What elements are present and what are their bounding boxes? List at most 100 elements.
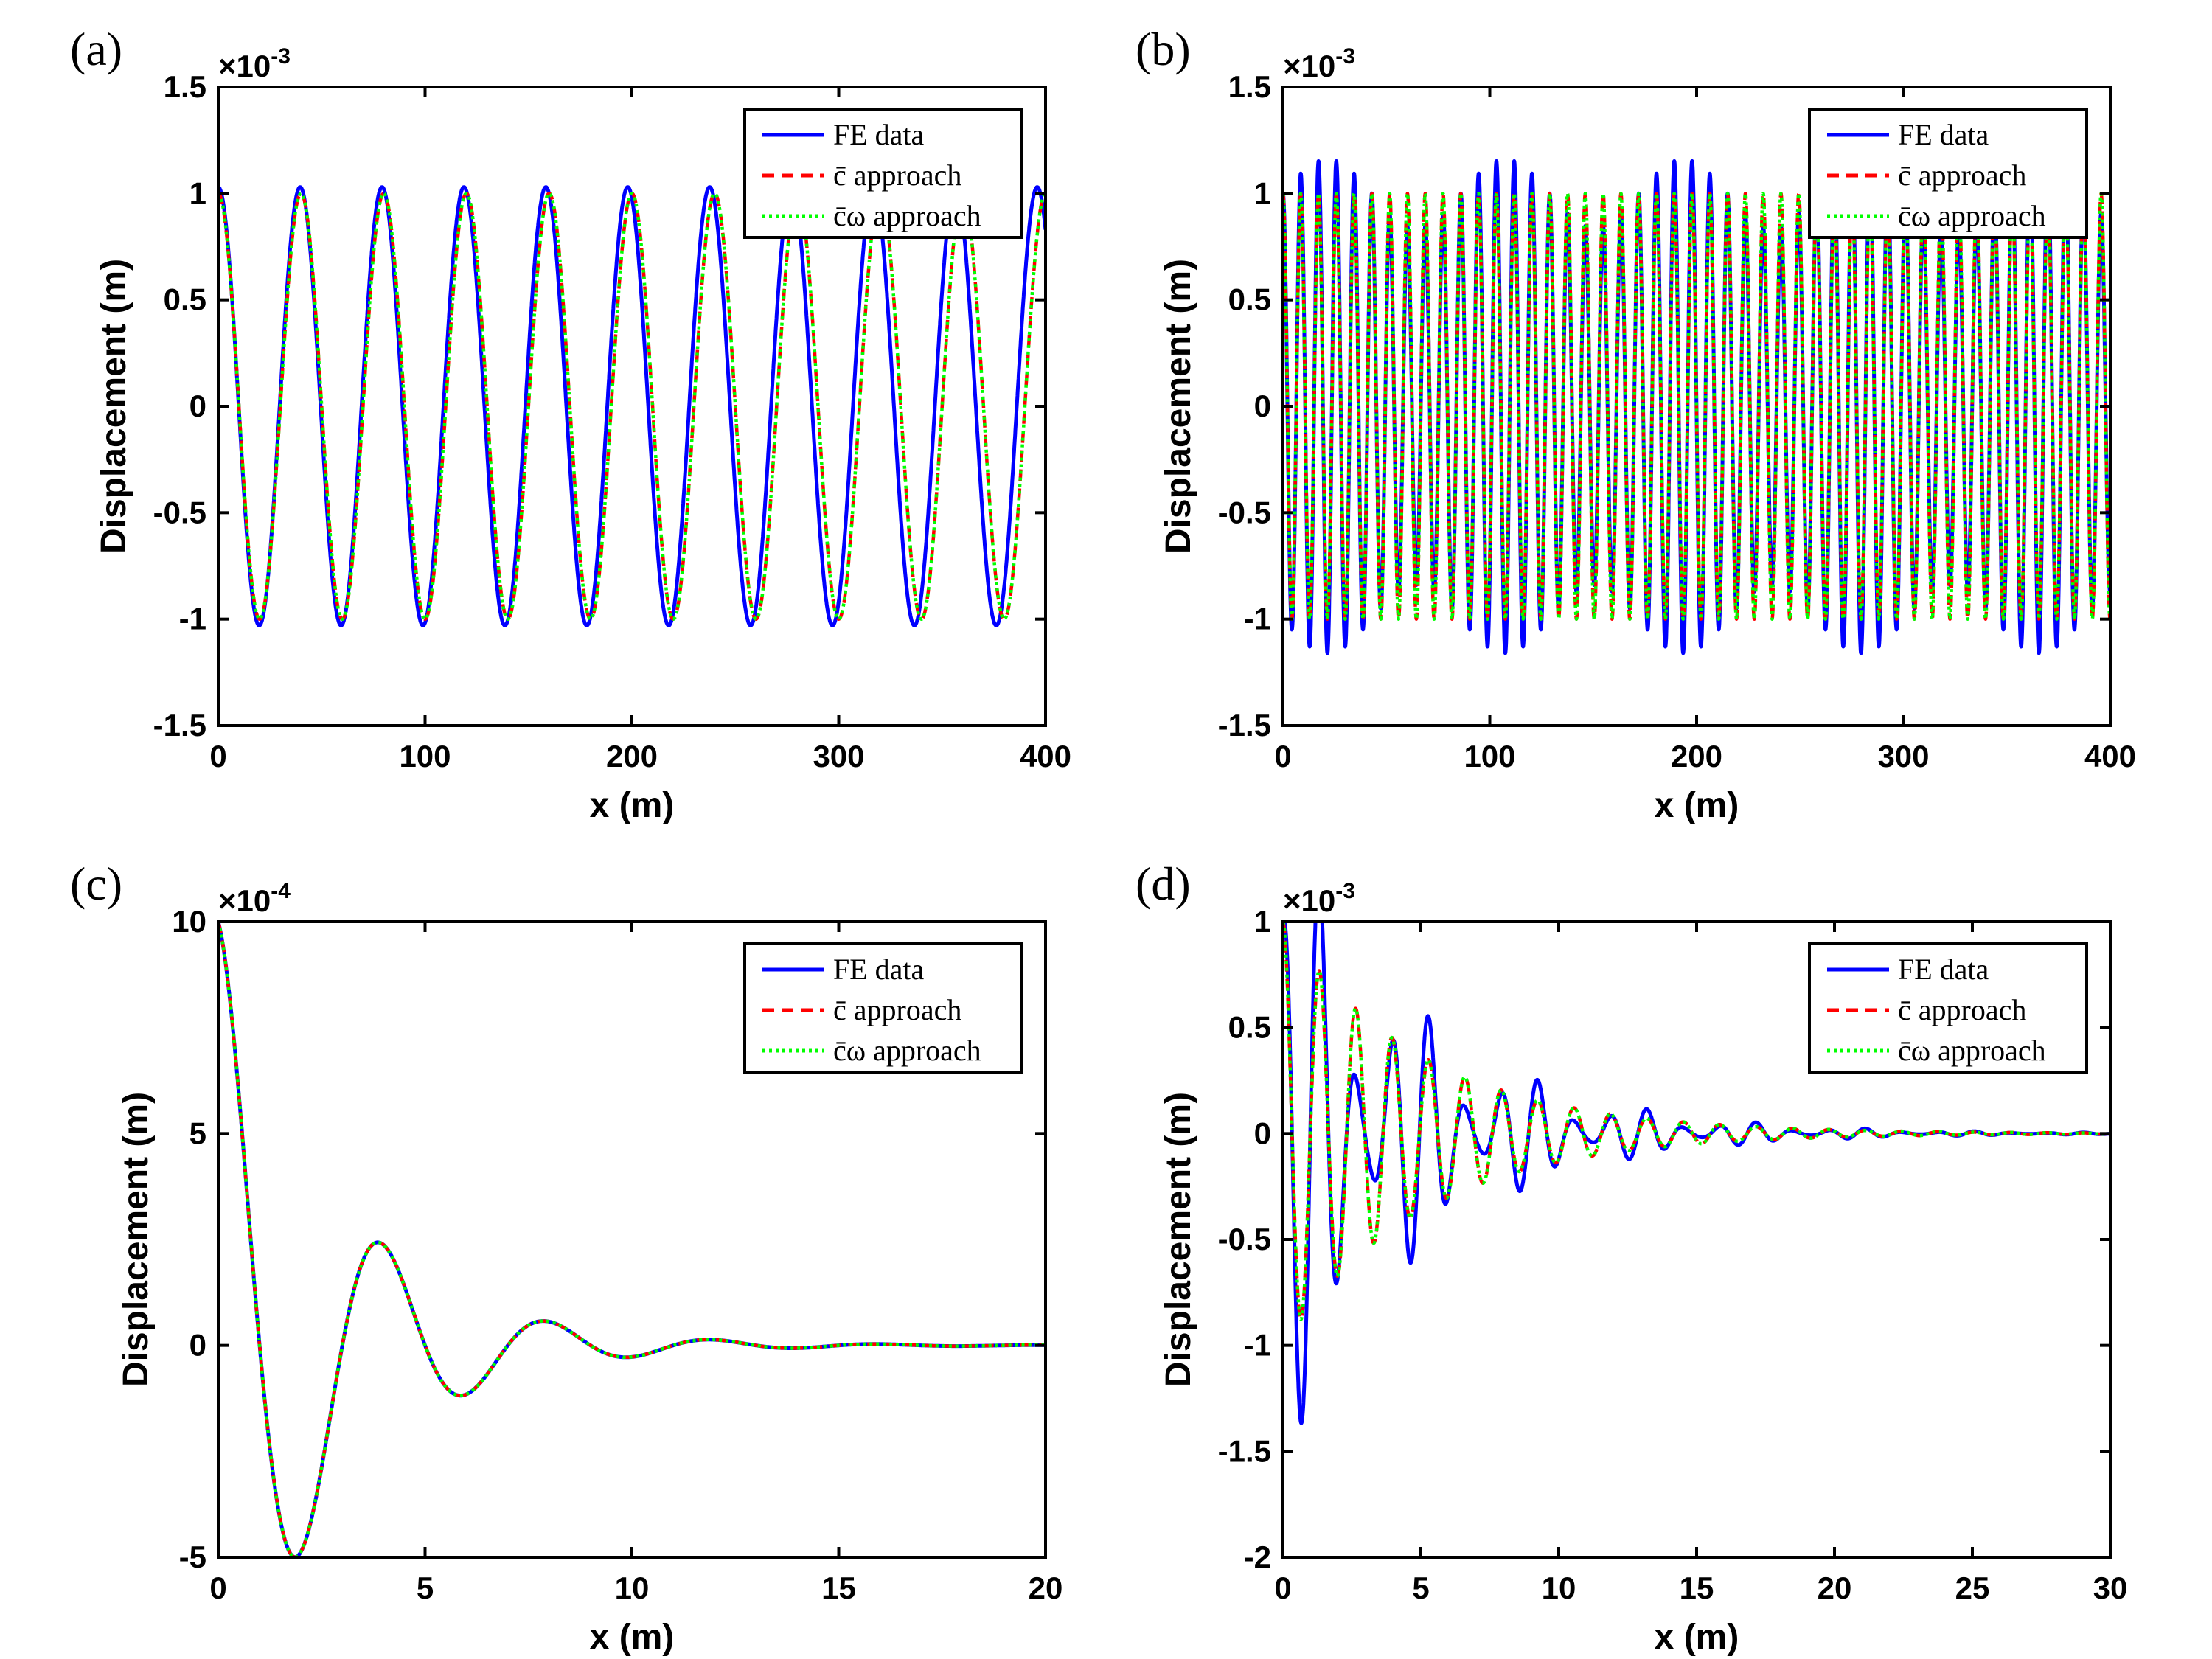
exponent-label: ×10-3 — [1283, 879, 1355, 918]
y-tick-label: 10 — [172, 904, 206, 939]
y-tick-label: 0.5 — [1228, 1010, 1271, 1045]
panel-label: (d) — [1135, 858, 1191, 910]
x-tick-label: 400 — [1020, 739, 1071, 773]
y-tick-label: 0 — [189, 389, 206, 423]
x-tick-label: 300 — [1877, 739, 1929, 773]
x-tick-label: 20 — [1818, 1571, 1852, 1605]
y-tick-label: 0.5 — [1228, 282, 1271, 317]
x-tick-label: 100 — [399, 739, 451, 773]
x-tick-label: 0 — [209, 739, 226, 773]
panel-label: (b) — [1135, 23, 1191, 75]
x-tick-label: 15 — [821, 1571, 856, 1605]
legend-label-fe: FE data — [1898, 953, 1989, 986]
panel-a: (a) ×10-3 0 100 200 300 400 -1.5 -1 -0.5 0 0.5 1 1.… — [70, 23, 1071, 825]
legend-label-fe: FE data — [833, 118, 925, 151]
series-line-fe — [218, 185, 1046, 627]
panel-label: (c) — [70, 858, 122, 910]
y-tick-label: -1.5 — [153, 708, 206, 742]
exponent-label: ×10-3 — [218, 44, 291, 83]
y-tick-label: -2 — [1244, 1540, 1271, 1574]
legend: FE data c̄ approach c̄ω approach — [743, 942, 1023, 1074]
y-tick-label: -1.5 — [1218, 708, 1271, 742]
axes-frame — [1281, 920, 2112, 1559]
x-tick-label: 0 — [209, 1571, 226, 1605]
x-tick-label: 400 — [2084, 739, 2136, 773]
y-tick-label: 0 — [1254, 1116, 1271, 1150]
legend-label-cbar: c̄ approach — [1898, 993, 2026, 1026]
x-tick-label: 200 — [606, 739, 658, 773]
x-tick-label: 15 — [1680, 1571, 1714, 1605]
y-axis-label: Displacement (m) — [1159, 259, 1198, 554]
x-tick-label: 300 — [813, 739, 864, 773]
x-tick-label: 30 — [2093, 1571, 2128, 1605]
ticks-layer: 0 100 200 300 400 -1.5 -1 -0.5 0 0.5 1 1.5 — [1218, 69, 2136, 773]
x-tick-label: 25 — [1955, 1571, 1990, 1605]
panel-b: (b) ×10-3 0 100 200 300 400 -1.5 -1 -0.5 0 0.5 1 1.… — [1135, 23, 2136, 825]
legend-label-cbar: c̄ approach — [833, 159, 961, 192]
y-axis-label: Displacement (m) — [94, 259, 133, 554]
legend-label-cbar: c̄ approach — [1898, 159, 2026, 192]
y-tick-label: 0 — [189, 1328, 206, 1363]
y-tick-label: 1 — [1254, 904, 1271, 939]
panel-d: (d) ×10-3 0 5 10 15 20 25 30-2-1.5-1-0.500.51 … — [1135, 858, 2127, 1657]
y-tick-label: 0.5 — [164, 282, 206, 317]
x-tick-label: 5 — [1412, 1571, 1429, 1605]
legend: FE data c̄ approach c̄ω approach — [1808, 108, 2088, 239]
y-tick-label: 1 — [1254, 175, 1271, 210]
y-tick-label: 1 — [189, 175, 206, 210]
y-tick-label: -1 — [1244, 602, 1271, 636]
y-axis-label: Displacement (m) — [1159, 1092, 1198, 1387]
ticks-layer: 0 100 200 300 400 -1.5 -1 -0.5 0 0.5 1 1.5 — [153, 69, 1071, 773]
x-tick-label: 200 — [1671, 739, 1722, 773]
y-tick-label: 5 — [189, 1116, 206, 1150]
axes-frame — [217, 86, 1047, 727]
x-axis-label: x (m) — [590, 1618, 675, 1657]
y-tick-label: -1 — [179, 602, 206, 636]
legend: FE data c̄ approach c̄ω approach — [743, 108, 1023, 239]
x-tick-label: 0 — [1274, 739, 1291, 773]
legend-label-comega: c̄ω approach — [833, 199, 981, 232]
y-tick-label: -0.5 — [1218, 495, 1271, 529]
series-layer — [218, 185, 1046, 627]
y-tick-label: -1 — [1244, 1328, 1271, 1363]
legend-label-comega: c̄ω approach — [833, 1034, 981, 1067]
exponent-label: ×10-3 — [1283, 44, 1355, 83]
x-axis-label: x (m) — [1655, 1618, 1739, 1657]
legend-label-comega: c̄ω approach — [1898, 1034, 2046, 1067]
series-layer — [1283, 159, 2110, 655]
legend-box — [1808, 942, 2088, 1074]
legend-label-fe: FE data — [833, 953, 925, 986]
series-line-comega — [1283, 192, 2110, 621]
legend-label-comega: c̄ω approach — [1898, 199, 2046, 232]
legend: FE data c̄ approach c̄ω approach — [1808, 942, 2088, 1074]
exponent-label: ×10-4 — [218, 879, 291, 918]
series-layer — [1283, 922, 2110, 1425]
y-tick-label: 0 — [1254, 389, 1271, 423]
series-line-cbar — [218, 192, 1046, 621]
x-tick-label: 5 — [417, 1571, 434, 1605]
y-tick-label: -1.5 — [1218, 1433, 1271, 1468]
y-tick-label: 1.5 — [1228, 69, 1271, 104]
y-tick-label: 1.5 — [164, 69, 206, 104]
y-tick-label: -0.5 — [153, 495, 206, 529]
x-axis-label: x (m) — [1655, 786, 1739, 825]
y-axis-label: Displacement (m) — [116, 1092, 156, 1387]
y-tick-label: -0.5 — [1218, 1222, 1271, 1256]
x-tick-label: 100 — [1464, 739, 1515, 773]
panel-label: (a) — [70, 23, 122, 75]
axes-frame — [1281, 86, 2112, 727]
series-line-comega — [218, 192, 1046, 621]
y-tick-label: -5 — [179, 1540, 206, 1574]
legend-label-cbar: c̄ approach — [833, 993, 961, 1026]
series-line-comega — [1283, 922, 2110, 1321]
legend-label-fe: FE data — [1898, 118, 1989, 151]
x-tick-label: 20 — [1029, 1571, 1063, 1605]
axes-frame — [217, 920, 1047, 1559]
ticks-layer: 0 5 10 15 20 25 30 -2 -1.5 -1 -0.5 0 0.5 1 — [1218, 904, 2128, 1605]
x-axis-label: x (m) — [590, 786, 675, 825]
x-tick-label: 10 — [1542, 1571, 1576, 1605]
x-tick-label: 0 — [1274, 1571, 1291, 1605]
